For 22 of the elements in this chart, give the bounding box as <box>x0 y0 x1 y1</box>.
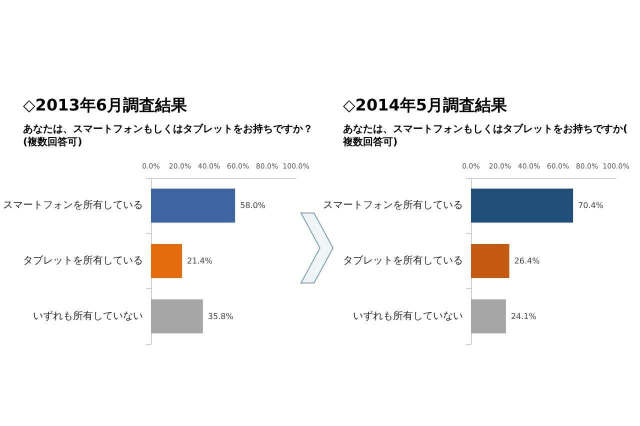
y-tick-label: いずれも所有していない <box>33 310 143 322</box>
bar <box>151 188 236 223</box>
chart-subtitle: あなたは、スマートフォンもしくはタブレットをお持ちですか？(複数回答可) <box>23 123 313 148</box>
bar <box>471 299 506 334</box>
y-tick-label: スマートフォンを所有している <box>3 199 143 212</box>
y-tick-label: タブレットを所有している <box>343 254 463 266</box>
data-label: 21.4% <box>187 256 213 266</box>
y-tick-label: スマートフォンを所有している <box>323 199 463 212</box>
data-label: 24.1% <box>510 312 537 321</box>
chart-title: ◇2014年5月調査結果 <box>343 96 508 114</box>
bar <box>151 244 182 278</box>
y-tick-label: タブレットを所有している <box>23 254 143 266</box>
data-label: 26.4% <box>514 256 540 266</box>
bar <box>471 244 510 278</box>
chart-title: ◇2013年6月調査結果 <box>23 96 188 114</box>
data-label: 70.4% <box>578 201 604 210</box>
bar <box>471 188 574 223</box>
chart-subtitle: あなたは、スマートフォンもしくはタブレットをお持ちですか(複数回答可) <box>342 123 628 148</box>
data-label: 58.0% <box>240 201 266 210</box>
bar <box>151 299 203 334</box>
y-tick-label: いずれも所有していない <box>353 310 463 322</box>
data-label: 35.8% <box>208 312 234 321</box>
